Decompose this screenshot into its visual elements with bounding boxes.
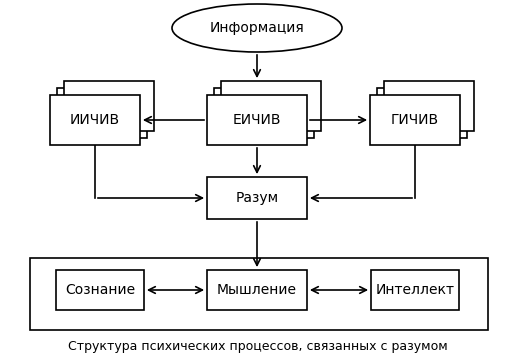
Ellipse shape xyxy=(172,4,342,52)
Text: Сознание: Сознание xyxy=(65,283,135,297)
Bar xyxy=(57,88,147,138)
Text: Мышление: Мышление xyxy=(217,283,297,297)
Bar xyxy=(56,270,144,310)
Bar xyxy=(207,270,307,310)
Bar xyxy=(207,95,307,145)
Bar xyxy=(370,95,460,145)
Bar xyxy=(371,270,459,310)
Text: ЕИЧИВ: ЕИЧИВ xyxy=(233,113,281,127)
Bar xyxy=(30,258,488,330)
Text: ИИЧИВ: ИИЧИВ xyxy=(70,113,120,127)
Bar xyxy=(214,88,314,138)
Bar xyxy=(64,81,154,131)
Bar xyxy=(221,81,321,131)
Bar xyxy=(377,88,467,138)
Text: ГИЧИВ: ГИЧИВ xyxy=(391,113,439,127)
Text: Структура психических процессов, связанных с разумом: Структура психических процессов, связанн… xyxy=(67,340,448,353)
Bar xyxy=(207,177,307,219)
Bar xyxy=(384,81,474,131)
Bar xyxy=(50,95,140,145)
Text: Информация: Информация xyxy=(210,21,304,35)
Text: Разум: Разум xyxy=(235,191,279,205)
Text: Интеллект: Интеллект xyxy=(375,283,455,297)
